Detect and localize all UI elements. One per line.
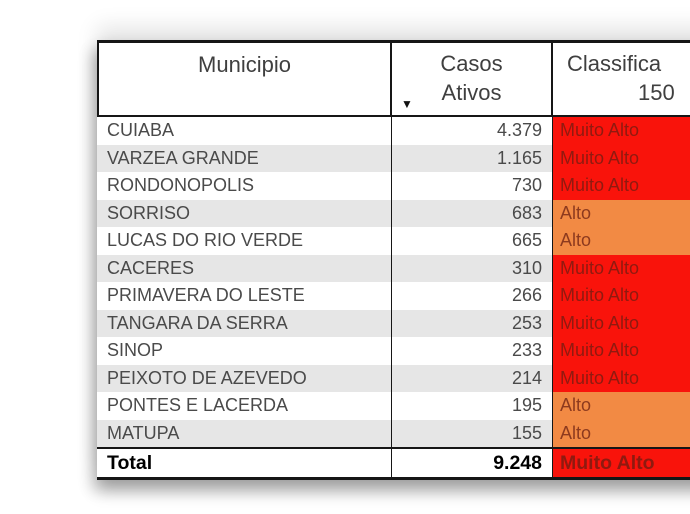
municipio-cell: RONDONOPOLIS [97, 172, 392, 200]
municipio-cell: MATUPA [97, 419, 392, 447]
table-row[interactable]: CUIABA 4.379 Muito Alto [97, 117, 690, 145]
municipio-cell: TANGARA DA SERRA [97, 309, 392, 337]
total-label-cell: Total [97, 449, 392, 477]
classificacao-cell: Muito Alto [553, 282, 690, 310]
total-row: Total 9.248 Muito Alto [97, 447, 690, 477]
table-row[interactable]: PRIMAVERA DO LESTE 266 Muito Alto [97, 282, 690, 310]
header-casos-label-line2: Ativos [441, 80, 502, 105]
table-row[interactable]: PEIXOTO DE AZEVEDO 214 Muito Alto [97, 364, 690, 392]
casos-ativos-cell: 4.379 [392, 117, 553, 145]
table-header: Municipio Casos Ativos ▼ Classifica 150 [97, 43, 690, 117]
municipio-cell: CUIABA [97, 117, 392, 145]
classificacao-cell: Muito Alto [553, 117, 690, 145]
table-row[interactable]: PONTES E LACERDA 195 Alto [97, 392, 690, 420]
table-visual: Municipio Casos Ativos ▼ Classifica 150 … [97, 40, 690, 480]
casos-ativos-cell: 214 [392, 364, 553, 392]
classificacao-cell: Muito Alto [553, 337, 690, 365]
municipio-cell: PRIMAVERA DO LESTE [97, 282, 392, 310]
table-row[interactable]: SINOP 233 Muito Alto [97, 337, 690, 365]
header-municipio[interactable]: Municipio [97, 43, 392, 115]
table-row[interactable]: MATUPA 155 Alto [97, 419, 690, 447]
casos-ativos-cell: 266 [392, 282, 553, 310]
total-label: Total [107, 451, 153, 474]
table-row[interactable]: CACERES 310 Muito Alto [97, 254, 690, 282]
casos-ativos-cell: 310 [392, 254, 553, 282]
classificacao-cell: Alto [553, 392, 690, 420]
header-casos-ativos[interactable]: Casos Ativos ▼ [392, 43, 553, 115]
municipio-cell: PONTES E LACERDA [97, 392, 392, 420]
classificacao-cell: Muito Alto [553, 364, 690, 392]
total-classificacao-value: Muito Alto [560, 451, 655, 474]
casos-ativos-cell: 253 [392, 309, 553, 337]
casos-ativos-cell: 155 [392, 419, 553, 447]
total-casos-value: 9.248 [493, 451, 542, 474]
casos-ativos-cell: 665 [392, 227, 553, 255]
classificacao-cell: Muito Alto [553, 254, 690, 282]
table-body: CUIABA 4.379 Muito Alto VARZEA GRANDE 1.165 M… [97, 117, 690, 447]
municipio-cell: CACERES [97, 254, 392, 282]
municipio-cell: LUCAS DO RIO VERDE [97, 227, 392, 255]
table-row[interactable]: SORRISO 683 Alto [97, 199, 690, 227]
header-classificacao-label-line2: 150 [638, 80, 675, 105]
municipio-cell: PEIXOTO DE AZEVEDO [97, 364, 392, 392]
table-row[interactable]: TANGARA DA SERRA 253 Muito Alto [97, 309, 690, 337]
classificacao-cell: Alto [553, 419, 690, 447]
casos-ativos-cell: 233 [392, 337, 553, 365]
casos-ativos-cell: 195 [392, 392, 553, 420]
header-classificacao-label-line1: Classifica [567, 51, 662, 76]
header-casos-label-line1: Casos [440, 51, 503, 76]
classificacao-cell: Muito Alto [553, 309, 690, 337]
header-municipio-label: Municipio [198, 52, 291, 77]
header-classificacao[interactable]: Classifica 150 [553, 43, 690, 115]
municipio-cell: VARZEA GRANDE [97, 144, 392, 172]
classificacao-cell: Alto [553, 199, 690, 227]
classificacao-cell: Alto [553, 227, 690, 255]
total-casos-cell: 9.248 [392, 449, 553, 477]
sort-descending-icon[interactable]: ▼ [401, 97, 413, 111]
classificacao-cell: Muito Alto [553, 172, 690, 200]
casos-ativos-cell: 730 [392, 172, 553, 200]
municipio-cell: SINOP [97, 337, 392, 365]
casos-ativos-cell: 683 [392, 199, 553, 227]
total-classificacao-cell: Muito Alto [553, 449, 690, 477]
table-row[interactable]: VARZEA GRANDE 1.165 Muito Alto [97, 144, 690, 172]
casos-ativos-cell: 1.165 [392, 144, 553, 172]
table-row[interactable]: LUCAS DO RIO VERDE 665 Alto [97, 227, 690, 255]
municipio-cell: SORRISO [97, 199, 392, 227]
table-row[interactable]: RONDONOPOLIS 730 Muito Alto [97, 172, 690, 200]
classificacao-cell: Muito Alto [553, 144, 690, 172]
